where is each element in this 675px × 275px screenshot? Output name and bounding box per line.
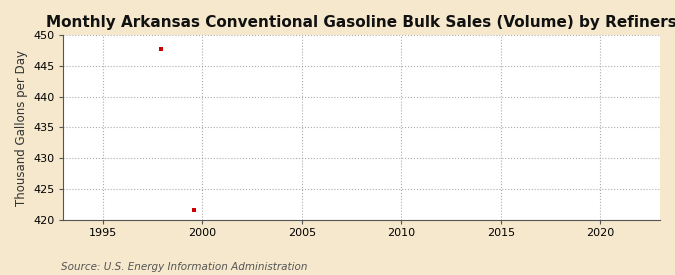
Title: Monthly Arkansas Conventional Gasoline Bulk Sales (Volume) by Refiners: Monthly Arkansas Conventional Gasoline B… — [46, 15, 675, 30]
Point — [189, 208, 200, 213]
Y-axis label: Thousand Gallons per Day: Thousand Gallons per Day — [15, 50, 28, 205]
Text: Source: U.S. Energy Information Administration: Source: U.S. Energy Information Administ… — [61, 262, 307, 272]
Point — [155, 47, 166, 51]
